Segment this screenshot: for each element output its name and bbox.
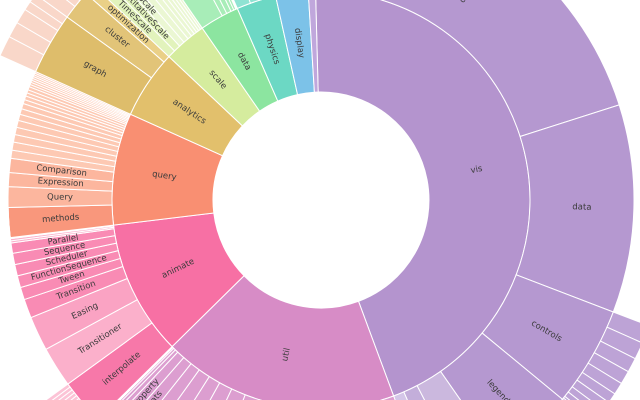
segment-Strings[interactable] [363, 395, 430, 400]
segment-legend[interactable] [439, 332, 564, 400]
segment-data[interactable] [515, 104, 635, 313]
segment-operator[interactable] [313, 0, 620, 138]
segment-Simulation[interactable] [215, 0, 263, 4]
segment-flex[interactable] [308, 0, 319, 93]
segment-CommunityStructure[interactable] [50, 0, 85, 2]
